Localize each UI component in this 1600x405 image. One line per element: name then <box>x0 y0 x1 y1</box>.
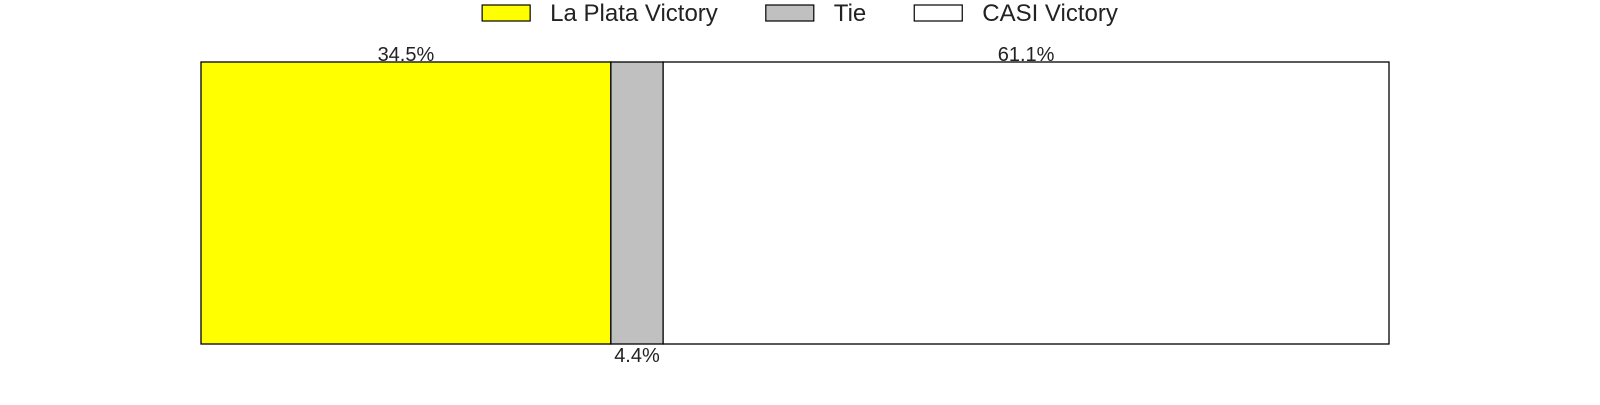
legend-swatch-la-plata-victory <box>481 4 531 22</box>
legend-label-la-plata-victory: La Plata Victory <box>550 0 718 27</box>
legend-label-casi-victory: CASI Victory <box>982 0 1118 27</box>
data-label-la-plata-victory: 34.5% <box>378 44 435 66</box>
legend: La Plata Victory Tie CASI Victory <box>481 0 1118 27</box>
bar-segment-tie <box>610 61 664 345</box>
bar-segment-casi-victory <box>662 61 1390 345</box>
legend-swatch-tie <box>765 4 815 22</box>
legend-item-tie: Tie <box>765 0 866 27</box>
legend-item-la-plata-victory: La Plata Victory <box>481 0 718 27</box>
legend-swatch-casi-victory <box>913 4 963 22</box>
legend-item-casi-victory: CASI Victory <box>913 0 1118 27</box>
data-label-casi-victory: 61.1% <box>998 44 1055 66</box>
data-labels: 34.5% 4.4% 61.1% <box>378 44 1055 367</box>
bar-segments <box>200 61 1390 345</box>
legend-label-tie: Tie <box>834 0 866 27</box>
bar-segment-la-plata-victory <box>200 61 612 345</box>
data-label-tie: 4.4% <box>614 345 660 367</box>
